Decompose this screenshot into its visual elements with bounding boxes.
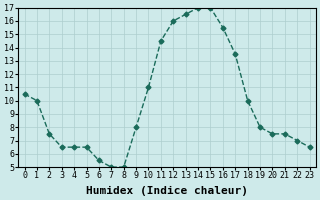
X-axis label: Humidex (Indice chaleur): Humidex (Indice chaleur)	[86, 186, 248, 196]
